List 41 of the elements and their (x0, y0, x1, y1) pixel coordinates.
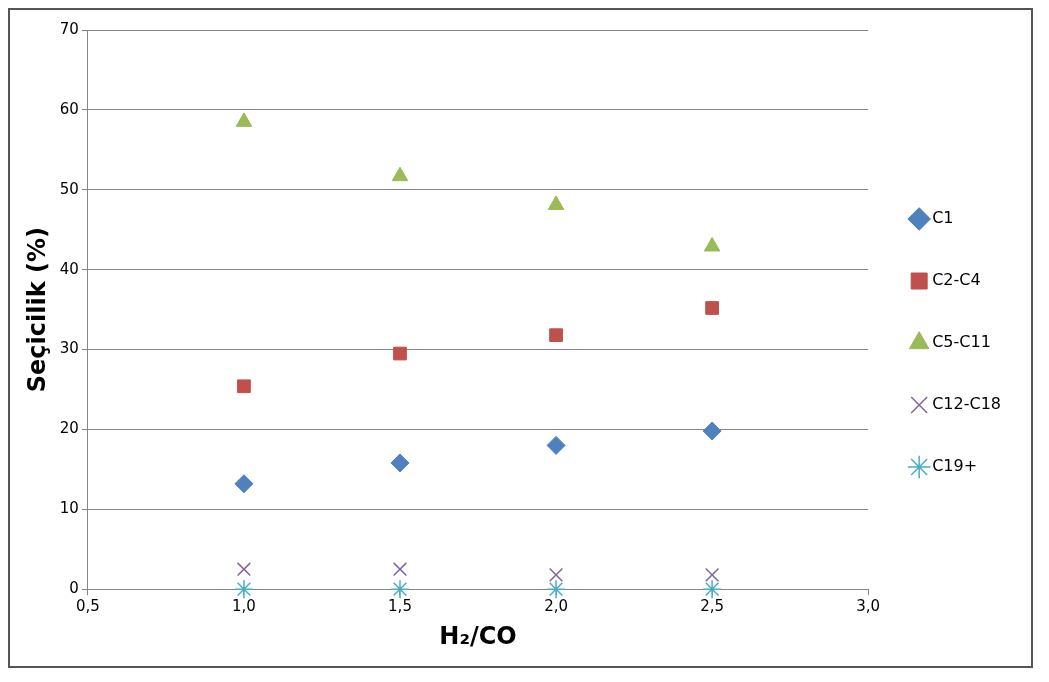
point (235, 112, 253, 127)
y-tick-label: 0 (69, 579, 79, 598)
legend-label: C5-C11 (932, 332, 991, 352)
point (390, 579, 410, 599)
x-tick-label: 2,0 (544, 597, 568, 616)
point (390, 453, 410, 473)
point (703, 236, 721, 252)
x-tick-label: 3,0 (856, 597, 881, 616)
x-tick-label: 0,5 (75, 597, 100, 616)
point (546, 579, 566, 599)
point (237, 379, 251, 394)
x-tick-label: 2,5 (700, 597, 725, 616)
point (234, 474, 254, 494)
y-tick-label: 60 (59, 99, 79, 118)
point (391, 166, 409, 182)
legend-label: C2-C4 (932, 270, 981, 290)
point (705, 567, 720, 582)
point (548, 567, 564, 582)
point (702, 579, 722, 599)
y-tick-label: 50 (59, 179, 79, 198)
y-tick-label: 40 (59, 259, 79, 278)
point (546, 435, 566, 455)
x-tick-label: 1,5 (388, 597, 412, 616)
legend-label: C1 (932, 208, 954, 228)
x-tick-label: 1,0 (232, 597, 256, 616)
legend-label: C19+ (932, 456, 978, 476)
y-axis-title: Seçicilik (%) (22, 226, 51, 393)
legend-label: C12-C18 (932, 394, 1002, 414)
point (702, 421, 722, 441)
point (234, 579, 254, 599)
point (549, 328, 563, 343)
y-tick-label: 70 (59, 19, 79, 38)
y-tick-label: 30 (59, 339, 79, 358)
y-tick-label: 10 (59, 499, 79, 518)
point (392, 562, 408, 577)
x-axis-title: H₂/CO (439, 621, 517, 650)
point (393, 346, 407, 361)
point (236, 562, 252, 577)
point (547, 195, 565, 210)
y-tick-label: 20 (59, 419, 79, 438)
point (705, 301, 719, 315)
